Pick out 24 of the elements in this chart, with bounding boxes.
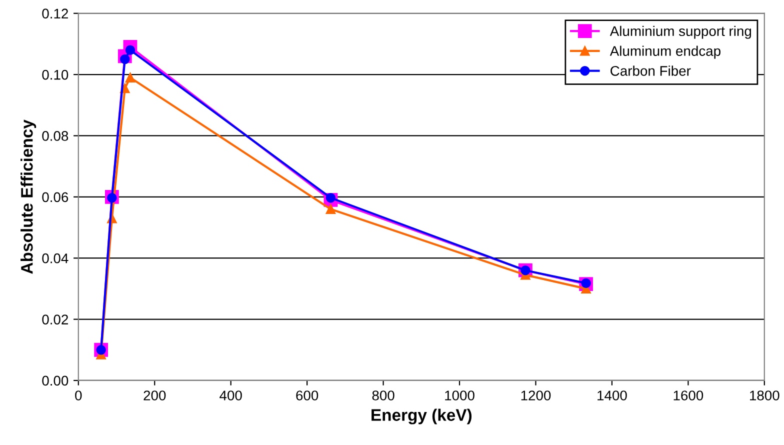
y-tick-label: 0.08 [42,131,68,141]
y-tick-label: 0.06 [42,192,68,202]
y-tick-label: 0.04 [42,253,68,264]
x-axis-title: Energy (keV) [372,408,472,424]
y-tick-label: 0.10 [42,70,68,80]
x-tick-label: 1000 [445,390,474,400]
x-tick-label: 1600 [674,390,704,400]
x-tick-label: 1800 [750,390,780,400]
legend-label: Carbon Fiber [610,66,691,76]
y-tick-label: 0.12 [42,8,68,19]
y-tick-label: 0.00 [42,376,68,386]
x-tick-label: 800 [372,390,394,400]
x-tick-label: 1200 [521,390,551,400]
y-axis-title: Absolute Efficiency [20,120,36,274]
y-tick-label: 0.02 [42,314,68,324]
x-tick-label: 1400 [598,390,627,400]
x-tick-label: 400 [220,390,242,400]
legend-label: Aluminium support ring [610,26,752,39]
x-tick-label: 200 [144,390,166,400]
point [326,204,336,214]
legend-label: Aluminum endcap [610,46,720,59]
x-tick-label: 600 [296,390,318,400]
point [125,72,136,82]
x-tick-label: 0 [75,390,82,400]
